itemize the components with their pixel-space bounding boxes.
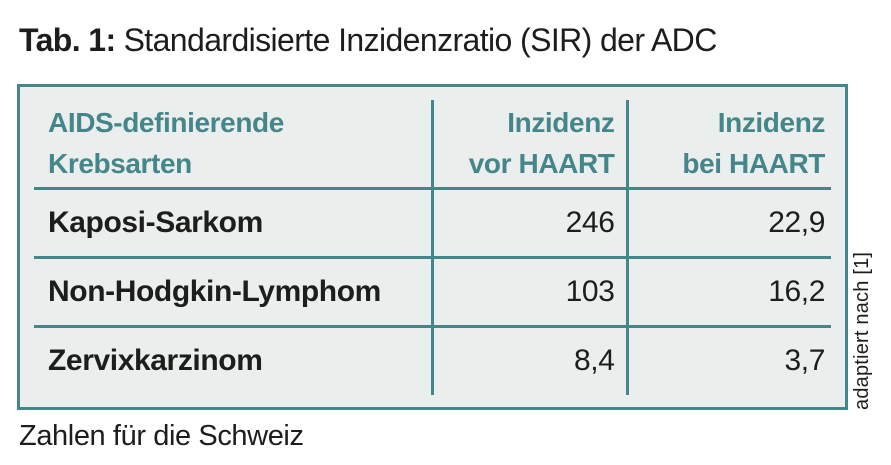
- cell-cancer-name: Non-Hodgkin-Lymphom: [34, 255, 432, 326]
- header-krebsarten-line1: AIDS-definierende: [48, 107, 284, 138]
- header-bei-haart-line2: bei HAART: [682, 148, 825, 179]
- cell-cancer-name: Zervixkarzinom: [34, 324, 432, 395]
- header-cell-krebsarten: AIDS-definierende Krebsarten: [34, 100, 432, 188]
- table-title-prefix: Tab. 1:: [19, 22, 116, 58]
- cell-incidence-during: 3,7: [625, 324, 831, 395]
- sir-table: AIDS-definierende Krebsarten Inzidenz vo…: [34, 100, 831, 395]
- table-row: Zervixkarzinom 8,4 3,7: [34, 324, 831, 395]
- cell-incidence-during: 16,2: [625, 255, 831, 326]
- header-cell-inzidenz-vor-haart: Inzidenz vor HAART: [430, 100, 627, 188]
- table-row: Kaposi-Sarkom 246 22,9: [34, 186, 831, 257]
- footnote: Zahlen für die Schweiz: [19, 420, 304, 452]
- header-cell-inzidenz-bei-haart: Inzidenz bei HAART: [625, 100, 831, 188]
- table-row: Non-Hodgkin-Lymphom 103 16,2: [34, 255, 831, 326]
- cell-cancer-name: Kaposi-Sarkom: [34, 186, 432, 257]
- table-title-text: Standardisierte Inzidenzratio (SIR) der …: [123, 22, 718, 58]
- header-vor-haart-line2: vor HAART: [468, 148, 615, 179]
- table-header: AIDS-definierende Krebsarten Inzidenz vo…: [34, 100, 831, 188]
- citation-side-note: adaptiert nach [1]: [851, 251, 873, 410]
- cell-incidence-before: 8,4: [430, 324, 627, 395]
- header-vor-haart-line1: Inzidenz: [507, 107, 615, 138]
- table-body: Kaposi-Sarkom 246 22,9 Non-Hodgkin-Lymph…: [34, 186, 831, 395]
- sir-data-table: AIDS-definierende Krebsarten Inzidenz vo…: [17, 84, 848, 410]
- cell-incidence-before: 246: [430, 186, 627, 257]
- cell-incidence-before: 103: [430, 255, 627, 326]
- header-krebsarten-line2: Krebsarten: [48, 148, 192, 179]
- cell-incidence-during: 22,9: [625, 186, 831, 257]
- header-row: AIDS-definierende Krebsarten Inzidenz vo…: [34, 100, 831, 188]
- table-title: Tab. 1: Standardisierte Inzidenzratio (SI…: [19, 22, 717, 58]
- header-bei-haart-line1: Inzidenz: [717, 107, 826, 138]
